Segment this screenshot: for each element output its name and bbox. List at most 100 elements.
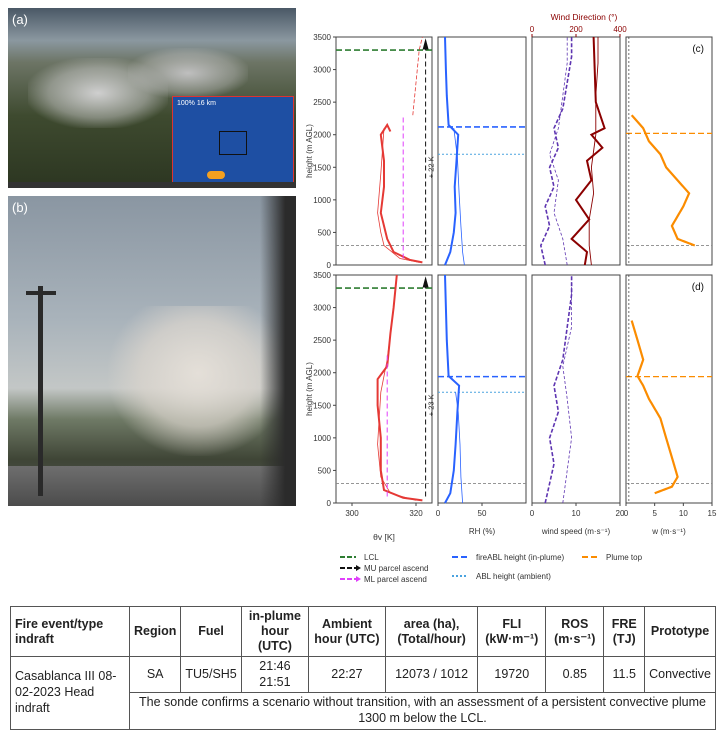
x-tick-label: 10 [679, 509, 688, 518]
x-tick-label: 50 [478, 509, 487, 518]
series-theta-inplume [379, 122, 423, 264]
x-tick-label: 320 [409, 509, 423, 518]
x-tick-label: 0 [436, 509, 441, 518]
wd-tick-label: 200 [569, 25, 583, 34]
y-axis-label: height (m AGL) [305, 124, 314, 178]
legend-lcl-label: LCL [364, 553, 379, 562]
y-tick-label: 500 [318, 466, 332, 475]
inset-target-box [219, 131, 247, 155]
photo-b-roadside-plume: (b) [8, 196, 296, 506]
x-tick-label: 300 [345, 509, 359, 518]
y-tick-label: 1000 [313, 196, 331, 205]
panel-label-a: (a) [12, 12, 28, 27]
legend-fire-abl-label: fireABL height (in-plume) [476, 553, 565, 562]
table-note-row: The sonde confirms a scenario without tr… [11, 692, 716, 730]
col-prototype: Prototype [644, 606, 716, 657]
panel-label-d: (d) [692, 282, 704, 293]
utility-crossarm [26, 291, 56, 295]
y-tick-label: 1500 [313, 401, 331, 410]
series-theta-upper [412, 36, 423, 116]
panel-frame-c-ws [531, 36, 621, 266]
panel-frame-d-theta [335, 274, 433, 504]
fire-event-table: Fire event/type indraft Region Fuel in-p… [10, 606, 716, 730]
legend-abl-label: ABL height (ambient) [476, 572, 551, 581]
road [8, 466, 296, 506]
x-tick-label: 20 [616, 509, 625, 518]
mu-parcel-arrowhead [422, 38, 429, 50]
wd-tick-label: 0 [530, 25, 535, 34]
y-tick-label: 0 [327, 499, 332, 508]
theta-axis-title: θv [K] [373, 532, 395, 542]
y-tick-label: 3000 [313, 304, 331, 313]
y-tick-label: 2500 [313, 98, 331, 107]
x-tick-label: 5 [652, 509, 657, 518]
panel-frame-d-w [625, 274, 713, 504]
utility-pole [38, 286, 43, 496]
w-axis-title: w (m·s⁻¹) [651, 527, 686, 536]
series-wd-ambient [588, 37, 599, 266]
y-tick-label: 2000 [313, 131, 331, 140]
sounding-figure: 0 500 1000 1500 2000 2500 3000 3500 height (m AG… [300, 0, 724, 600]
panel-frame-c-w [625, 36, 713, 266]
col-inplume-hour: in-plume hour (UTC) [240, 606, 310, 657]
panel-frame-c-rh [437, 36, 527, 266]
col-fire-event: Fire event/type indraft [10, 606, 130, 657]
y-axis-label: height (m AGL) [305, 362, 314, 416]
cell-fli: 19720 [477, 655, 547, 694]
cell-event: Casablanca III 08-02-2023 Head indraft [10, 656, 130, 730]
legend-ml-label: ML parcel ascend [364, 575, 427, 584]
legend-mu-arrow [356, 565, 361, 571]
series-rh-inplume [444, 36, 460, 266]
x-tick-label: 10 [572, 509, 581, 518]
rh-axis-title: RH (%) [469, 527, 496, 536]
cell-region: SA [128, 655, 182, 694]
series-theta-ambient [377, 307, 417, 501]
y-tick-label: 2500 [313, 336, 331, 345]
cell-area: 12073 / 1012 [384, 655, 479, 694]
series-ws-ambient [549, 37, 568, 266]
cell-note: The sonde confirms a scenario without tr… [129, 692, 716, 730]
cell-fuel: TU5/SH5 [180, 655, 242, 694]
cell-ros: 0.85 [545, 655, 605, 694]
y-tick-label: 500 [318, 228, 332, 237]
panel-frame-d-rh [437, 274, 527, 504]
mu-parcel-arrowhead [422, 276, 429, 288]
smoke-plume-2 [128, 48, 248, 98]
y-tick-label: 1000 [313, 434, 331, 443]
cell-fre: 11.5 [603, 655, 646, 694]
series-rh-inplume [444, 274, 461, 504]
parcel-annotation: + 23 K [427, 394, 436, 416]
x-tick-label: 0 [624, 509, 629, 518]
cell-prototype: Convective [644, 655, 716, 694]
y-tick-label: 3500 [313, 33, 331, 42]
series-w [630, 114, 696, 247]
y-tick-label: 0 [327, 261, 332, 270]
car-frame [260, 196, 296, 506]
thermal-inset: 100% 16 km [172, 96, 294, 186]
series-ws-inplume [539, 37, 573, 266]
ws-axis-title: wind speed (m·s⁻¹) [541, 527, 611, 536]
series-wd-inplume [570, 36, 606, 266]
series-rh-ambient [453, 128, 465, 266]
parcel-annotation: + 22 K [427, 156, 436, 178]
inset-hotspot [207, 171, 225, 179]
cell-ambient-hour: 22:27 [308, 655, 386, 694]
panel-label-c: (c) [692, 44, 704, 55]
x-tick-label: 0 [530, 509, 535, 518]
y-tick-label: 3500 [313, 271, 331, 280]
col-fuel: Fuel [180, 606, 242, 657]
panel-frame-c-theta [335, 36, 433, 266]
panel-label-b: (b) [12, 200, 28, 215]
y-tick-label: 2000 [313, 369, 331, 378]
wind-direction-axis-title: Wind Direction (°) [551, 12, 618, 22]
cell-inplume-hour: 21:46 21:51 [240, 655, 310, 694]
col-area: area (ha), (Total/hour) [384, 606, 479, 657]
legend-mu-label: MU parcel ascend [364, 564, 428, 573]
series-ws-ambient [562, 275, 573, 504]
photo-a-aerial-fire: 100% 16 km (a) [8, 8, 296, 188]
x-tick-label: 15 [708, 509, 717, 518]
series-theta-ambient [377, 128, 420, 263]
series-theta-inplume [376, 274, 423, 502]
col-region: Region [128, 606, 182, 657]
col-fre: FRE (TJ) [603, 606, 646, 657]
